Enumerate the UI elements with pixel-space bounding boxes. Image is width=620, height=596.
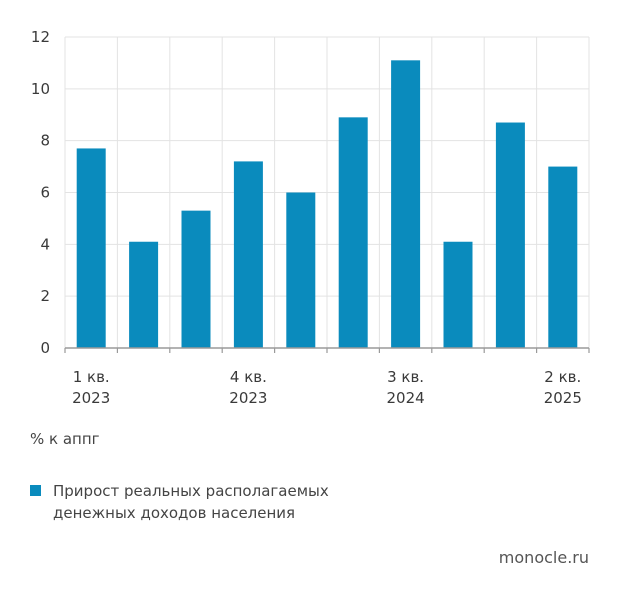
bar (391, 60, 421, 348)
bar (286, 192, 316, 348)
y-tick-label: 4 (40, 235, 50, 253)
x-tick-label: 4 кв. (230, 368, 267, 386)
x-tick-label: 1 кв. (73, 368, 110, 386)
y-tick-label: 8 (40, 132, 50, 150)
y-axis-ticks: 0 2 4 6 8 10 12 (31, 28, 50, 357)
bar (495, 122, 525, 349)
legend-label-line2: денежных доходов населения (53, 504, 296, 522)
y-tick-label: 10 (31, 80, 50, 98)
bar (548, 166, 578, 348)
legend-label-line1: Прирост реальных располагаемых (53, 482, 329, 500)
grid-lines (64, 36, 590, 348)
x-axis-ticks: 1 кв. 2023 4 кв. 2023 3 кв. 2024 2 кв. 2025 (72, 368, 582, 407)
bar (76, 148, 106, 348)
bar-chart: 0 2 4 6 8 10 12 1 кв. 2023 4 кв. 2023 3 кв. 2024 2 к… (31, 28, 590, 407)
x-axis (64, 347, 590, 353)
bar (338, 117, 368, 348)
y-tick-label: 6 (40, 184, 50, 202)
y-tick-label: 2 (40, 287, 50, 305)
x-tick-label: 3 кв. (387, 368, 424, 386)
legend: Прирост реальных располагаемых денежных … (30, 480, 373, 524)
x-tick-label: 2023 (72, 389, 110, 407)
bar (443, 241, 473, 348)
legend-swatch (30, 485, 41, 496)
legend-label: Прирост реальных располагаемых денежных … (53, 480, 373, 524)
y-tick-label: 0 (40, 339, 50, 357)
source-label: monocle.ru (498, 548, 589, 567)
bar (233, 161, 263, 348)
x-tick-label: 2024 (387, 389, 425, 407)
x-tick-label: 2025 (544, 389, 582, 407)
x-tick-label: 2023 (229, 389, 267, 407)
unit-label: % к аппг (30, 430, 100, 448)
bars (76, 60, 578, 349)
bar (181, 210, 211, 348)
y-tick-label: 12 (31, 28, 50, 46)
bar (129, 241, 159, 348)
x-tick-label: 2 кв. (544, 368, 581, 386)
